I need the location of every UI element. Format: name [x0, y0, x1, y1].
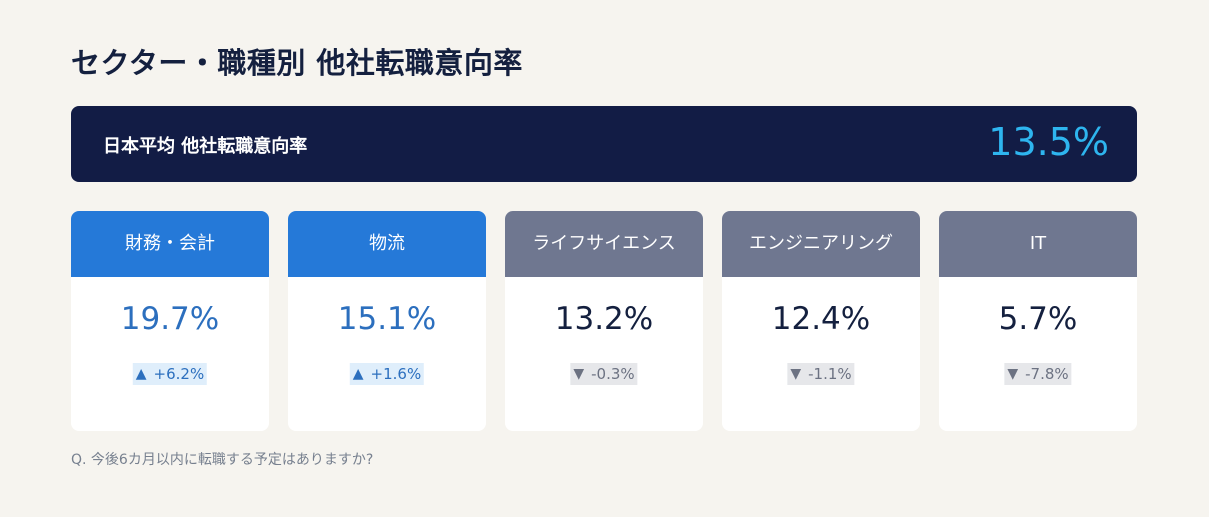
sector-card-change-value: +6.2%	[153, 365, 205, 383]
sector-card: 物流 15.1% ▲ +1.6%	[288, 211, 486, 431]
sector-card: IT 5.7% ▼ -7.8%	[939, 211, 1137, 431]
arrow-up-icon: ▲	[135, 366, 147, 382]
sector-card-value: 13.2%	[554, 301, 654, 337]
survey-question-footnote: Q. 今後6カ月以内に転職する予定はありますか?	[71, 452, 374, 468]
sector-card-change-value: -1.1%	[808, 365, 852, 383]
sector-card-value: 19.7%	[120, 301, 220, 337]
sector-card-change-badge: ▼ -1.1%	[787, 363, 855, 385]
sector-card-category: 財務・会計	[71, 211, 269, 277]
sector-card-value: 12.4%	[771, 301, 871, 337]
arrow-down-icon: ▼	[1007, 366, 1019, 382]
sector-card-change-value: -7.8%	[1025, 365, 1069, 383]
sector-card-change-value: -0.3%	[591, 365, 635, 383]
sector-card-change-badge: ▼ -7.8%	[1004, 363, 1072, 385]
sector-card: エンジニアリング 12.4% ▼ -1.1%	[722, 211, 920, 431]
sector-card-change-badge: ▲ +6.2%	[132, 363, 208, 385]
sector-card-category: ライフサイエンス	[505, 211, 703, 277]
arrow-up-icon: ▲	[352, 366, 364, 382]
sector-card-change-badge: ▲ +1.6%	[349, 363, 425, 385]
sector-card-change-badge: ▼ -0.3%	[570, 363, 638, 385]
average-banner: 日本平均 他社転職意向率 13.5%	[71, 106, 1137, 182]
sector-card-category: 物流	[288, 211, 486, 277]
page-title: セクター・職種別 他社転職意向率	[71, 46, 523, 80]
sector-card-value: 15.1%	[337, 301, 437, 337]
sector-card-category: IT	[939, 211, 1137, 277]
arrow-down-icon: ▼	[790, 366, 802, 382]
sector-cards: 財務・会計 19.7% ▲ +6.2% 物流 15.1% ▲ +1.6% ライフサイエンス 13.…	[71, 211, 1137, 431]
sector-card: ライフサイエンス 13.2% ▼ -0.3%	[505, 211, 703, 431]
arrow-down-icon: ▼	[573, 366, 585, 382]
sector-card: 財務・会計 19.7% ▲ +6.2%	[71, 211, 269, 431]
sector-card-value: 5.7%	[998, 301, 1078, 337]
average-value: 13.5%	[988, 120, 1109, 164]
average-label: 日本平均 他社転職意向率	[103, 136, 308, 157]
sector-card-category: エンジニアリング	[722, 211, 920, 277]
sector-card-change-value: +1.6%	[370, 365, 422, 383]
